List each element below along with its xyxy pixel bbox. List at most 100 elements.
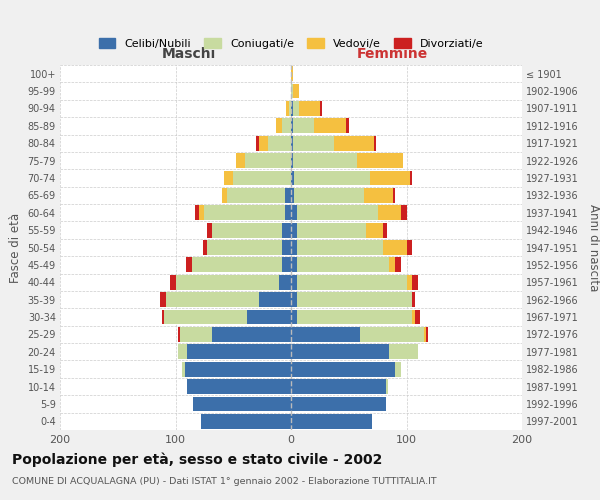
Bar	[176, 275, 280, 289]
Bar	[383, 222, 387, 238]
Bar	[297, 222, 366, 238]
Bar	[212, 327, 291, 342]
Bar	[282, 222, 291, 238]
Bar	[178, 344, 187, 359]
Bar	[407, 240, 412, 255]
Bar	[374, 136, 376, 150]
Bar	[426, 327, 428, 342]
Bar	[320, 101, 322, 116]
Bar	[297, 292, 412, 307]
Text: Maschi: Maschi	[162, 48, 217, 62]
Bar	[291, 222, 297, 238]
Bar	[227, 188, 285, 202]
Bar	[206, 240, 282, 255]
Bar	[386, 379, 388, 394]
Bar	[205, 206, 285, 220]
Bar	[389, 344, 418, 359]
Bar	[187, 344, 291, 359]
Bar	[291, 66, 293, 81]
Legend: Celibi/Nubili, Coniugati/e, Vedovi/e, Divorziati/e: Celibi/Nubili, Coniugati/e, Vedovi/e, Di…	[94, 34, 488, 54]
Bar	[314, 118, 346, 133]
Bar	[370, 170, 410, 186]
Bar	[276, 118, 282, 133]
Bar	[293, 118, 314, 133]
Bar	[291, 362, 395, 376]
Bar	[185, 362, 291, 376]
Bar	[295, 170, 370, 186]
Bar	[291, 275, 297, 289]
Bar	[392, 188, 395, 202]
Bar	[291, 327, 360, 342]
Bar	[412, 275, 418, 289]
Bar	[286, 101, 289, 116]
Y-axis label: Anni di nascita: Anni di nascita	[587, 204, 600, 291]
Bar	[291, 101, 293, 116]
Bar	[293, 84, 299, 98]
Bar	[256, 136, 259, 150]
Bar	[291, 188, 295, 202]
Bar	[161, 310, 164, 324]
Bar	[291, 170, 295, 186]
Bar	[293, 136, 334, 150]
Bar	[203, 240, 206, 255]
Bar	[195, 206, 199, 220]
Bar	[357, 153, 403, 168]
Bar	[424, 327, 426, 342]
Bar	[291, 344, 389, 359]
Bar	[245, 153, 291, 168]
Bar	[366, 222, 383, 238]
Bar	[187, 379, 291, 394]
Bar	[236, 153, 245, 168]
Bar	[364, 188, 392, 202]
Bar	[199, 206, 205, 220]
Bar	[297, 240, 383, 255]
Bar	[212, 222, 282, 238]
Bar	[160, 292, 166, 307]
Bar	[289, 101, 291, 116]
Bar	[291, 136, 293, 150]
Bar	[291, 414, 372, 428]
Bar	[182, 362, 185, 376]
Bar	[377, 206, 401, 220]
Bar	[346, 118, 349, 133]
Bar	[297, 206, 377, 220]
Bar	[259, 292, 291, 307]
Bar	[282, 258, 291, 272]
Bar	[291, 379, 386, 394]
Bar	[334, 136, 374, 150]
Bar	[291, 396, 386, 411]
Bar	[295, 188, 364, 202]
Bar	[164, 310, 247, 324]
Bar	[233, 170, 291, 186]
Bar	[293, 153, 357, 168]
Bar	[410, 170, 412, 186]
Bar	[299, 101, 320, 116]
Bar	[291, 206, 297, 220]
Y-axis label: Fasce di età: Fasce di età	[9, 212, 22, 282]
Bar	[285, 188, 291, 202]
Bar	[360, 327, 424, 342]
Bar	[282, 118, 291, 133]
Bar	[291, 258, 297, 272]
Bar	[291, 310, 297, 324]
Bar	[407, 275, 412, 289]
Bar	[383, 240, 407, 255]
Bar	[170, 275, 176, 289]
Bar	[166, 292, 259, 307]
Bar	[291, 84, 293, 98]
Bar	[395, 362, 401, 376]
Text: Femmine: Femmine	[357, 48, 428, 62]
Bar	[224, 170, 233, 186]
Bar	[206, 222, 212, 238]
Bar	[297, 275, 407, 289]
Bar	[186, 258, 191, 272]
Bar	[247, 310, 291, 324]
Bar	[268, 136, 291, 150]
Bar	[395, 258, 401, 272]
Bar	[293, 101, 299, 116]
Text: Popolazione per età, sesso e stato civile - 2002: Popolazione per età, sesso e stato civil…	[12, 452, 382, 467]
Bar	[401, 206, 407, 220]
Bar	[222, 188, 227, 202]
Bar	[389, 258, 395, 272]
Bar	[412, 292, 415, 307]
